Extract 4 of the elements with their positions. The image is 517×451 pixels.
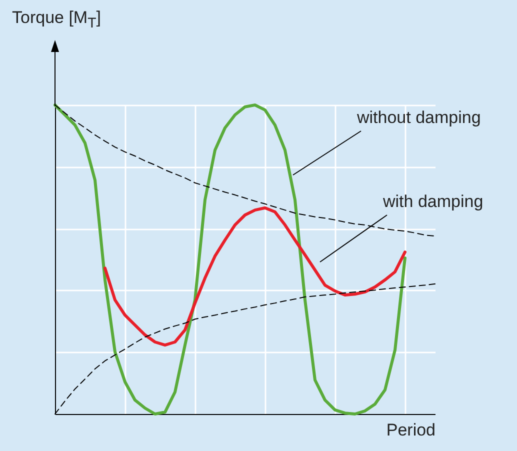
x-axis-title: Period [386, 420, 436, 440]
annotation: with damping [382, 192, 484, 211]
annotation: without damping [356, 108, 481, 127]
y-axis-title: Torque [M$_{T}$] [12, 8, 101, 32]
